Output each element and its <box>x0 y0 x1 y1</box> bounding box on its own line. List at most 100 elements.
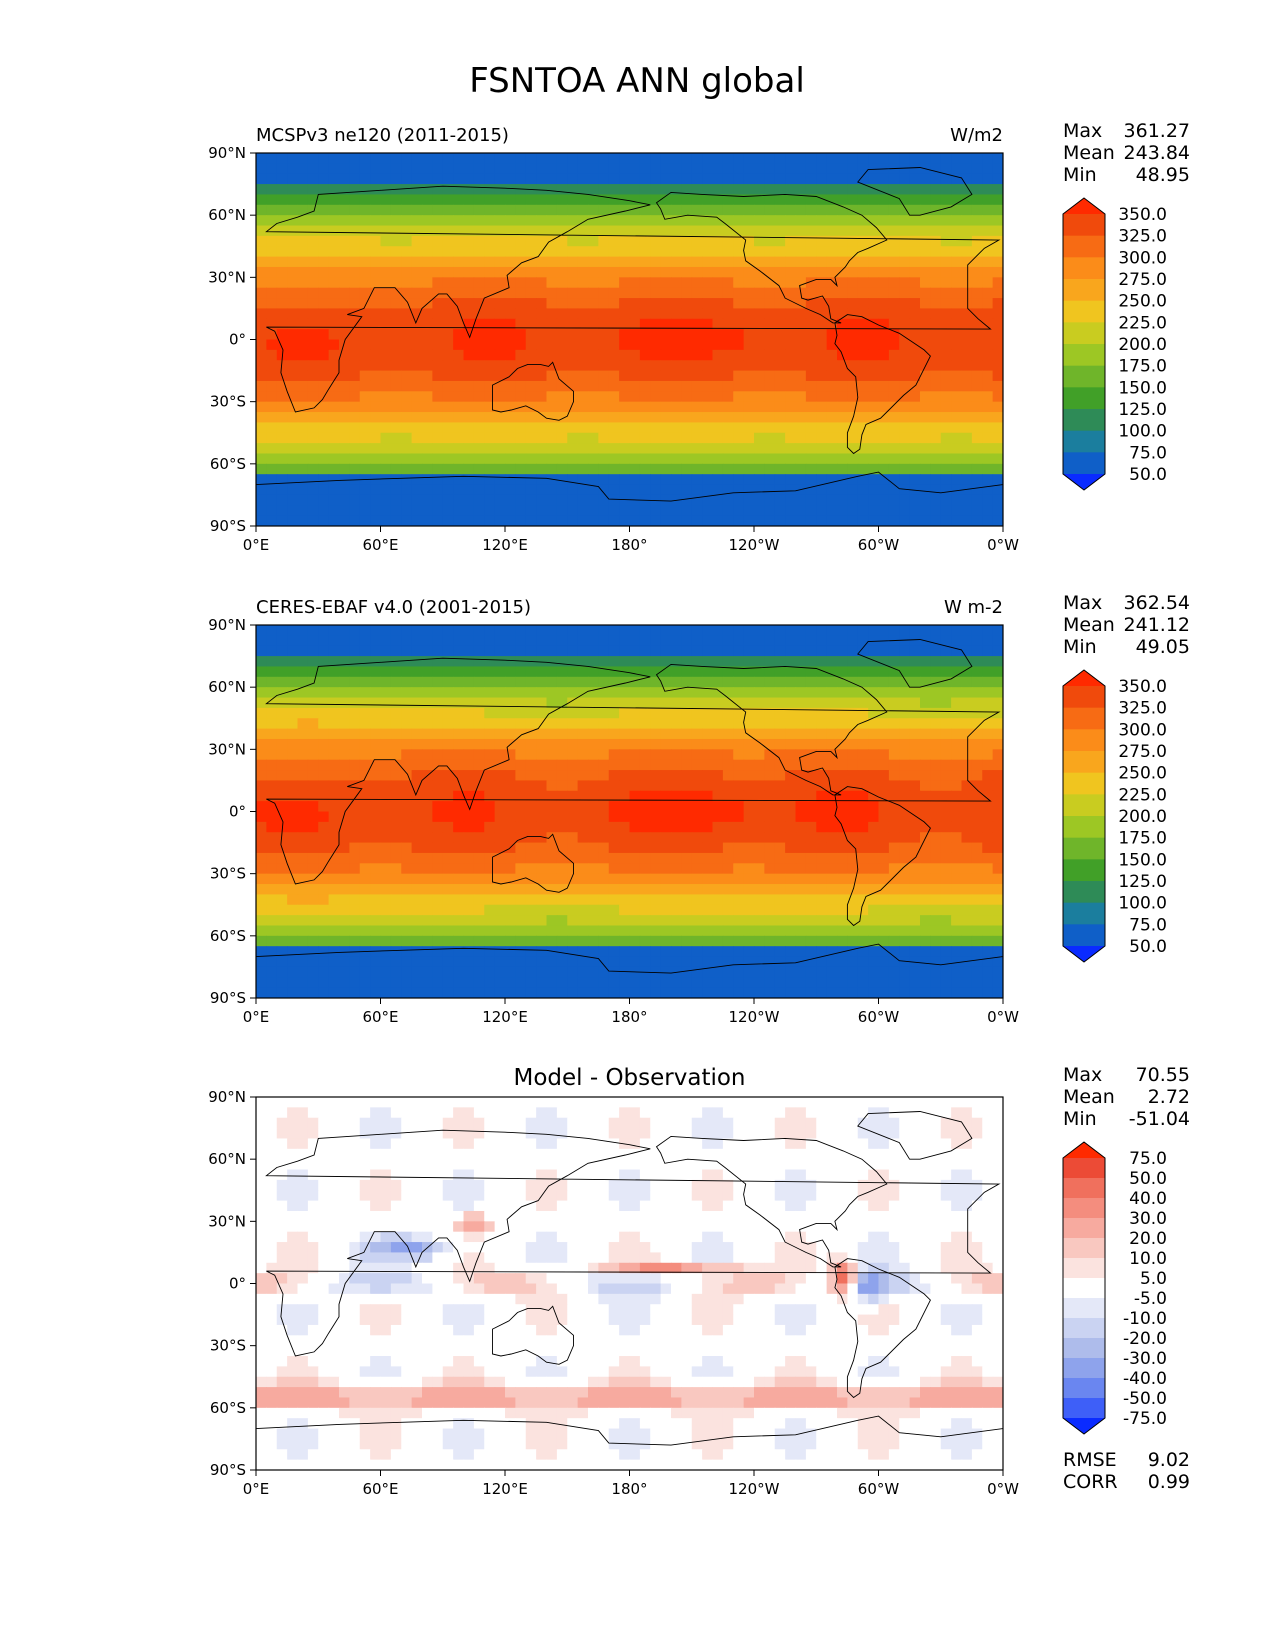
stat-value-min: -51.04 <box>1129 1108 1190 1130</box>
stat-label-min: Min <box>1063 636 1097 658</box>
panel-subtitle: MCSPv3 ne120 (2011-2015) <box>256 125 509 146</box>
colorbar-level-label: -50.0 <box>1123 1389 1167 1409</box>
colorbar-segment <box>1063 235 1105 258</box>
y-tick-label: 30°S <box>210 865 246 883</box>
coastline <box>265 185 1001 413</box>
colorbar-segment <box>1063 837 1105 860</box>
colorbar-segment <box>1063 1158 1105 1179</box>
colorbar-level-label: 350.0 <box>1118 205 1167 225</box>
y-tick-label: 30°S <box>210 393 246 411</box>
coastline <box>492 361 574 421</box>
y-tick-label: 60°N <box>208 1150 246 1168</box>
colorbar-level-label: 225.0 <box>1118 313 1167 333</box>
y-tick-label: 60°S <box>210 927 246 945</box>
x-tick-label: 120°E <box>482 536 528 554</box>
colorbar-level-label: -5.0 <box>1134 1289 1167 1309</box>
map-test <box>256 153 1003 526</box>
panel-difference: 90°N 60°N 30°N 0° 30°S 60°S 90°S0°E 60°E 120°E 18… <box>208 1064 1190 1498</box>
y-tick-label: 30°N <box>208 268 246 286</box>
panel-subtitle: CERES-EBAF v4.0 (2001-2015) <box>256 597 531 618</box>
stat-label-max: Max <box>1063 1064 1102 1086</box>
coastline <box>265 1129 1001 1357</box>
y-tick-label: 60°S <box>210 1399 246 1417</box>
coastline <box>655 1135 888 1268</box>
colorbar-segment <box>1063 300 1105 323</box>
y-tick-label: 60°N <box>208 678 246 696</box>
colorbar-level-label: 225.0 <box>1118 785 1167 805</box>
x-tick-label: 0°W <box>987 1008 1019 1026</box>
stat-label-min: Min <box>1063 164 1097 186</box>
stat-label-rmse: RMSE <box>1063 1449 1117 1471</box>
colorbar-segment <box>1063 387 1105 410</box>
stat-label-max: Max <box>1063 120 1102 142</box>
colorbar-segment <box>1063 409 1105 432</box>
x-tick-label: 0°E <box>243 1480 270 1498</box>
x-tick-label: 0°E <box>243 1008 270 1026</box>
colorbar-level-label: 150.0 <box>1118 378 1167 398</box>
colorbar-segment <box>1063 1358 1105 1379</box>
colorbar-segment <box>1063 1298 1105 1319</box>
colorbar-segment <box>1063 344 1105 367</box>
stat-value-rmse: 9.02 <box>1148 1449 1190 1471</box>
colorbar-segment <box>1063 1318 1105 1339</box>
colorbar-level-label: 250.0 <box>1118 292 1167 312</box>
colorbar-segment <box>1063 1198 1105 1219</box>
colorbar-level-label: 125.0 <box>1118 400 1167 420</box>
colorbar-extend-top <box>1063 1142 1105 1158</box>
figure-title: FSNTOA ANN global <box>469 61 805 101</box>
stat-label-mean: Mean <box>1063 614 1115 636</box>
y-tick-label: 30°S <box>210 1337 246 1355</box>
colorbar-level-label: 100.0 <box>1118 894 1167 914</box>
y-tick-label: 90°S <box>210 517 246 535</box>
coastline <box>655 663 888 796</box>
colorbar-level-label: 175.0 <box>1118 357 1167 377</box>
stat-label-mean: Mean <box>1063 142 1115 164</box>
coastline <box>492 1305 574 1365</box>
colorbar-segment <box>1063 1338 1105 1359</box>
coastline <box>265 657 1001 885</box>
colorbar-level-label: 250.0 <box>1118 764 1167 784</box>
y-tick-label: 30°N <box>208 740 246 758</box>
colorbar-level-label: 5.0 <box>1140 1269 1167 1289</box>
x-tick-label: 120°E <box>482 1480 528 1498</box>
colorbar-segment <box>1063 816 1105 839</box>
colorbar-segment <box>1063 365 1105 388</box>
colorbar-level-label: 30.0 <box>1129 1209 1167 1229</box>
y-tick-label: 60°N <box>208 206 246 224</box>
coastline <box>834 1258 931 1399</box>
panel-units: W m-2 <box>944 597 1003 618</box>
y-tick-label: 90°N <box>208 616 246 634</box>
coastline <box>655 191 888 324</box>
colorbar-level-label: 50.0 <box>1129 1169 1167 1189</box>
colorbar-outline <box>1062 197 1106 491</box>
stat-value-mean: 241.12 <box>1124 614 1190 636</box>
colorbar-segment <box>1063 1238 1105 1259</box>
coastline <box>256 1415 1003 1470</box>
stat-label-max: Max <box>1063 592 1102 614</box>
x-tick-label: 60°W <box>858 1480 900 1498</box>
coastline <box>256 471 1003 526</box>
y-tick-label: 0° <box>229 331 246 349</box>
colorbar-level-label: 350.0 <box>1118 677 1167 697</box>
stat-value-max: 361.27 <box>1124 120 1190 142</box>
panel-units: W/m2 <box>950 125 1003 146</box>
colorbar-segment <box>1063 794 1105 817</box>
colorbar-segment <box>1063 430 1105 453</box>
colorbar-segment <box>1063 1258 1105 1279</box>
stat-value-mean: 2.72 <box>1148 1086 1190 1108</box>
colorbar-segment <box>1063 751 1105 774</box>
coastline <box>857 1111 973 1160</box>
colorbar: 75.050.040.030.020.010.05.0-5.0-10.0-20.… <box>1062 1141 1167 1435</box>
colorbar-segment <box>1063 707 1105 730</box>
colorbar-level-label: 75.0 <box>1129 915 1167 935</box>
y-tick-label: 90°N <box>208 1088 246 1106</box>
stat-value-corr: 0.99 <box>1148 1471 1190 1493</box>
colorbar-extend-bottom <box>1063 946 1105 962</box>
colorbar-level-label: 300.0 <box>1118 248 1167 268</box>
colorbar-segment <box>1063 924 1105 947</box>
stat-label-corr: CORR <box>1063 1471 1118 1493</box>
colorbar-segment <box>1063 322 1105 345</box>
colorbar-segment <box>1063 686 1105 709</box>
colorbar-segment <box>1063 859 1105 882</box>
colorbar-segment <box>1063 881 1105 904</box>
